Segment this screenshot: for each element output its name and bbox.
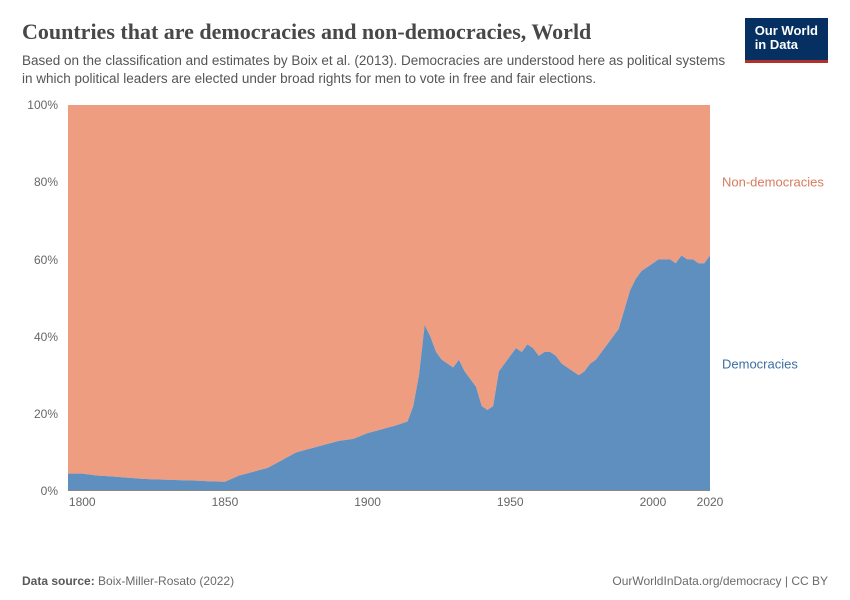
x-tick-label: 1900	[354, 495, 381, 509]
footer: Data source: Boix-Miller-Rosato (2022) O…	[22, 574, 828, 588]
y-axis: 0%20%40%60%80%100%	[22, 105, 64, 491]
y-tick-label: 100%	[27, 98, 58, 112]
y-tick-label: 60%	[34, 253, 58, 267]
y-tick-label: 20%	[34, 407, 58, 421]
data-source: Data source: Boix-Miller-Rosato (2022)	[22, 574, 234, 588]
source-label: Data source:	[22, 574, 95, 588]
logo-line2: in Data	[755, 38, 818, 52]
subtitle: Based on the classification and estimate…	[22, 52, 733, 90]
series-labels: Democracies Non-democracies	[716, 105, 828, 491]
header: Countries that are democracies and non-d…	[22, 18, 828, 89]
title-block: Countries that are democracies and non-d…	[22, 18, 745, 89]
x-axis: 180018501900195020002020	[68, 493, 710, 513]
page-title: Countries that are democracies and non-d…	[22, 18, 733, 46]
y-tick-label: 80%	[34, 175, 58, 189]
logo-line1: Our World	[755, 24, 818, 38]
series-label: Non-democracies	[722, 175, 824, 190]
x-tick-label: 1950	[497, 495, 524, 509]
x-tick-label: 2000	[640, 495, 667, 509]
x-tick-label: 1850	[212, 495, 239, 509]
x-tick-label: 2020	[697, 495, 724, 509]
owid-logo: Our World in Data	[745, 18, 828, 63]
source-value: Boix-Miller-Rosato (2022)	[98, 574, 234, 588]
y-tick-label: 0%	[41, 484, 58, 498]
attribution: OurWorldInData.org/democracy | CC BY	[612, 574, 828, 588]
y-tick-label: 40%	[34, 330, 58, 344]
plot-area	[68, 105, 710, 491]
chart: 0%20%40%60%80%100% DemocraciesNon-democr…	[22, 105, 828, 513]
x-tick-label: 1800	[69, 495, 96, 509]
series-label: Democracies	[722, 356, 798, 371]
